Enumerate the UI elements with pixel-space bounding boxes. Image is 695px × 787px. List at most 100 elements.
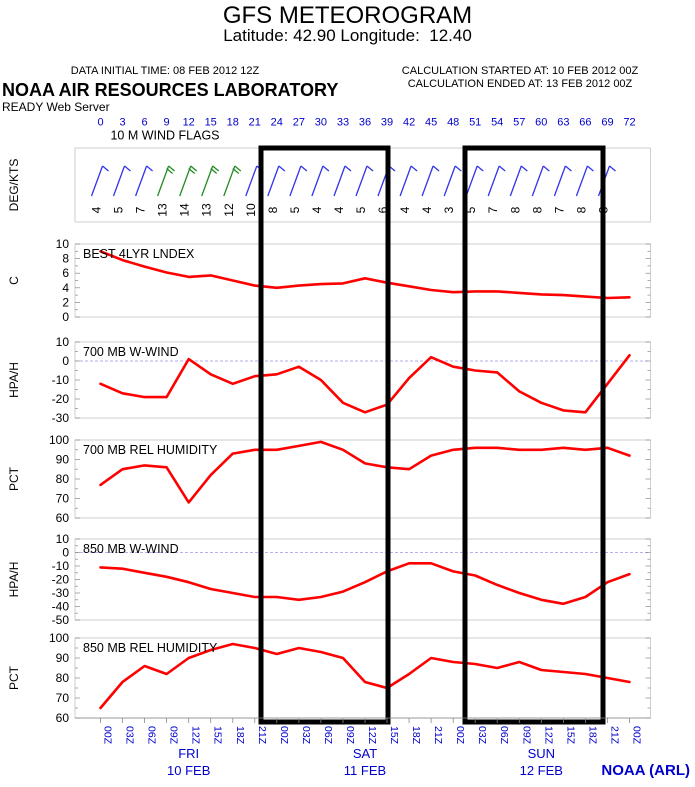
svg-text:39: 39 bbox=[381, 117, 393, 129]
svg-text:10: 10 bbox=[56, 532, 70, 546]
svg-text:63: 63 bbox=[557, 117, 569, 129]
svg-text:12 FEB: 12 FEB bbox=[520, 763, 563, 778]
svg-text:70: 70 bbox=[56, 691, 70, 705]
svg-text:69: 69 bbox=[601, 117, 613, 129]
svg-text:9: 9 bbox=[164, 117, 170, 129]
svg-text:4: 4 bbox=[398, 206, 412, 213]
svg-text:10: 10 bbox=[244, 203, 258, 217]
svg-text:SAT: SAT bbox=[353, 746, 377, 761]
svg-text:13: 13 bbox=[156, 203, 170, 217]
svg-text:70: 70 bbox=[56, 492, 70, 506]
svg-text:8: 8 bbox=[266, 206, 280, 213]
svg-text:18Z: 18Z bbox=[234, 726, 246, 745]
svg-text:18Z: 18Z bbox=[586, 726, 598, 745]
svg-text:09Z: 09Z bbox=[520, 726, 532, 745]
svg-text:8: 8 bbox=[530, 206, 544, 213]
svg-text:54: 54 bbox=[491, 117, 503, 129]
svg-text:11 FEB: 11 FEB bbox=[344, 763, 386, 778]
svg-text:4: 4 bbox=[90, 206, 104, 213]
svg-text:0: 0 bbox=[62, 354, 69, 368]
svg-text:42: 42 bbox=[403, 117, 415, 129]
svg-text:C: C bbox=[7, 276, 21, 285]
svg-text:BEST 4LYR LNDEX: BEST 4LYR LNDEX bbox=[83, 247, 195, 261]
svg-text:60: 60 bbox=[56, 511, 70, 525]
svg-text:8: 8 bbox=[574, 206, 588, 213]
svg-text:SUN: SUN bbox=[528, 746, 555, 761]
svg-text:PCT: PCT bbox=[7, 665, 21, 690]
svg-text:00Z: 00Z bbox=[631, 726, 643, 745]
svg-text:24: 24 bbox=[271, 117, 283, 129]
svg-text:21Z: 21Z bbox=[256, 726, 268, 745]
svg-text:-10: -10 bbox=[52, 373, 70, 387]
svg-text:21: 21 bbox=[249, 117, 261, 129]
svg-text:00Z: 00Z bbox=[102, 726, 114, 745]
svg-text:10: 10 bbox=[56, 237, 70, 251]
svg-text:21Z: 21Z bbox=[609, 726, 621, 745]
svg-text:5: 5 bbox=[354, 206, 368, 213]
svg-text:4: 4 bbox=[62, 281, 69, 295]
svg-text:850 MB W-WIND: 850 MB W-WIND bbox=[83, 542, 179, 556]
svg-text:-40: -40 bbox=[52, 600, 70, 614]
svg-text:-10: -10 bbox=[52, 559, 70, 573]
svg-text:13: 13 bbox=[200, 203, 214, 217]
svg-text:57: 57 bbox=[513, 117, 525, 129]
svg-text:8: 8 bbox=[62, 252, 69, 266]
svg-text:8: 8 bbox=[508, 206, 522, 213]
svg-text:0: 0 bbox=[62, 310, 69, 324]
svg-text:HPA/H: HPA/H bbox=[7, 362, 21, 398]
svg-text:4: 4 bbox=[310, 206, 324, 213]
svg-text:66: 66 bbox=[579, 117, 591, 129]
svg-text:12: 12 bbox=[222, 203, 236, 217]
svg-text:850 MB REL HUMIDITY: 850 MB REL HUMIDITY bbox=[83, 641, 218, 655]
svg-text:3: 3 bbox=[442, 206, 456, 213]
svg-text:-30: -30 bbox=[52, 411, 70, 425]
svg-text:15Z: 15Z bbox=[564, 726, 576, 745]
svg-text:21Z: 21Z bbox=[432, 726, 444, 745]
svg-text:100: 100 bbox=[49, 433, 69, 447]
svg-text:03Z: 03Z bbox=[124, 726, 136, 745]
svg-text:90: 90 bbox=[56, 453, 70, 467]
svg-text:PCT: PCT bbox=[7, 466, 21, 491]
svg-text:12: 12 bbox=[183, 117, 195, 129]
svg-text:15Z: 15Z bbox=[212, 726, 224, 745]
svg-text:00Z: 00Z bbox=[278, 726, 290, 745]
svg-text:18Z: 18Z bbox=[410, 726, 422, 745]
svg-text:18: 18 bbox=[227, 117, 239, 129]
svg-text:27: 27 bbox=[293, 117, 305, 129]
svg-text:14: 14 bbox=[178, 203, 192, 217]
svg-text:90: 90 bbox=[56, 651, 70, 665]
svg-text:00Z: 00Z bbox=[454, 726, 466, 745]
svg-text:60: 60 bbox=[535, 117, 547, 129]
svg-text:10: 10 bbox=[56, 335, 70, 349]
svg-text:700 MB REL HUMIDITY: 700 MB REL HUMIDITY bbox=[83, 443, 218, 457]
svg-text:10 M WIND FLAGS: 10 M WIND FLAGS bbox=[110, 128, 219, 142]
svg-text:-20: -20 bbox=[52, 573, 70, 587]
svg-text:06Z: 06Z bbox=[146, 726, 158, 745]
svg-text:-20: -20 bbox=[52, 392, 70, 406]
svg-text:15Z: 15Z bbox=[388, 726, 400, 745]
svg-text:DEG/KTS: DEG/KTS bbox=[7, 159, 21, 212]
svg-text:100: 100 bbox=[49, 631, 69, 645]
svg-text:5: 5 bbox=[112, 206, 126, 213]
svg-text:0: 0 bbox=[62, 546, 69, 560]
svg-text:51: 51 bbox=[469, 117, 481, 129]
svg-text:4: 4 bbox=[420, 206, 434, 213]
svg-text:33: 33 bbox=[337, 117, 349, 129]
svg-text:4: 4 bbox=[332, 206, 346, 213]
svg-text:0: 0 bbox=[97, 117, 103, 129]
svg-text:80: 80 bbox=[56, 671, 70, 685]
svg-text:03Z: 03Z bbox=[300, 726, 312, 745]
svg-text:03Z: 03Z bbox=[476, 726, 488, 745]
svg-text:36: 36 bbox=[359, 117, 371, 129]
svg-text:06Z: 06Z bbox=[498, 726, 510, 745]
svg-text:7: 7 bbox=[134, 206, 148, 213]
svg-text:30: 30 bbox=[315, 117, 327, 129]
svg-text:HPA/H: HPA/H bbox=[7, 562, 21, 598]
svg-text:700 MB W-WIND: 700 MB W-WIND bbox=[83, 345, 179, 359]
svg-text:6: 6 bbox=[142, 117, 148, 129]
svg-text:09Z: 09Z bbox=[168, 726, 180, 745]
svg-text:FRI: FRI bbox=[178, 746, 199, 761]
svg-text:10 FEB: 10 FEB bbox=[167, 763, 210, 778]
svg-text:48: 48 bbox=[447, 117, 459, 129]
svg-text:7: 7 bbox=[486, 206, 500, 213]
